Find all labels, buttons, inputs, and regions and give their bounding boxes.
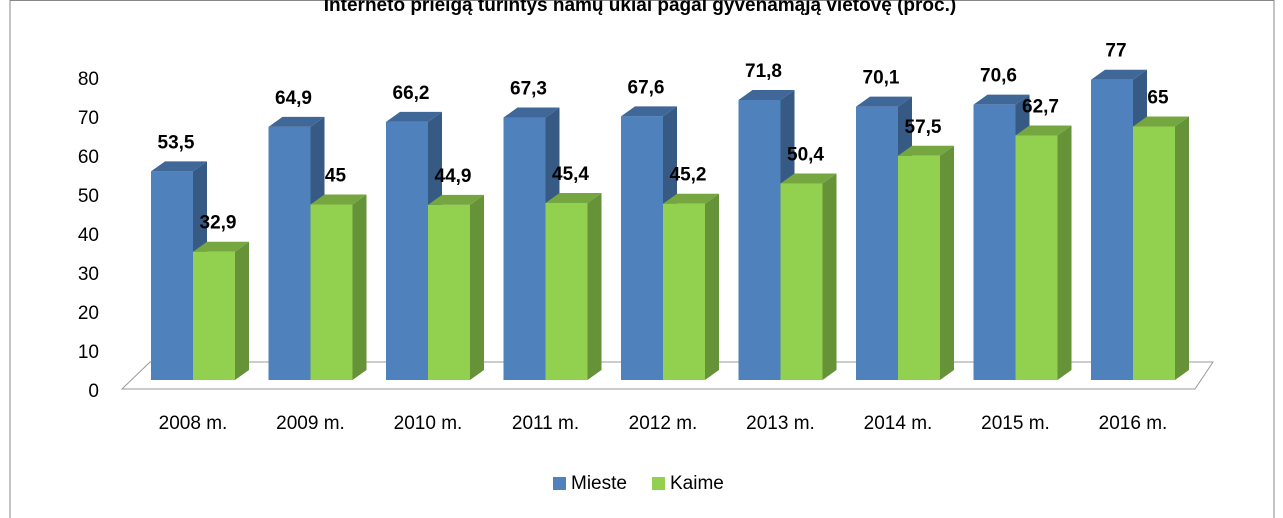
y-tick-label: 20 (78, 303, 99, 324)
bar-side (235, 241, 249, 380)
data-label: 67,6 (628, 77, 665, 98)
y-tick-label: 60 (78, 147, 99, 168)
bar-front (545, 202, 588, 380)
bar-front (621, 116, 663, 381)
x-tick-label: 2008 m. (159, 413, 228, 434)
y-tick-label: 70 (78, 108, 99, 129)
bar (428, 194, 484, 380)
bar-top (898, 145, 954, 156)
bar-front (780, 183, 823, 380)
bar-side (470, 194, 484, 380)
x-tick-label: 2010 m. (394, 413, 463, 434)
data-label: 66,2 (393, 83, 430, 104)
bar-front (151, 171, 193, 380)
bar-top (386, 111, 442, 122)
data-label: 45,2 (670, 165, 707, 186)
data-label: 45,4 (552, 164, 589, 185)
x-tick-label: 2013 m. (746, 413, 815, 434)
bar-side (1057, 125, 1072, 380)
data-label: 70,6 (980, 66, 1017, 87)
y-tick-label: 30 (78, 264, 99, 285)
bar (151, 161, 207, 380)
x-tick-label: 2015 m. (981, 413, 1050, 434)
bar-top (621, 106, 677, 117)
data-label: 65 (1147, 88, 1169, 109)
bar-side (1175, 116, 1189, 380)
data-label: 32,9 (200, 213, 237, 234)
bar-side (587, 192, 602, 380)
bar-top (310, 194, 367, 205)
data-label: 77 (1105, 41, 1126, 62)
bar (1015, 125, 1072, 380)
bar-side (352, 194, 367, 380)
bar (193, 241, 249, 380)
bar-front (193, 251, 235, 380)
bar-top (738, 89, 795, 100)
bar-side (822, 173, 837, 380)
bar-top (663, 193, 719, 204)
y-tick-label: 50 (78, 186, 99, 207)
bar (663, 193, 719, 380)
bar-front (663, 203, 705, 380)
x-tick-label: 2016 m. (1099, 413, 1168, 434)
data-label: 44,9 (435, 166, 472, 187)
bar-front (738, 99, 781, 380)
bar-top (268, 116, 325, 127)
bar-top (780, 173, 837, 184)
bar (310, 194, 367, 380)
bar-front (1133, 126, 1175, 380)
bar (1133, 116, 1189, 380)
bar-front (1015, 135, 1058, 380)
bar-side (705, 193, 719, 380)
bar-front (973, 104, 1016, 380)
bar-front (898, 155, 940, 380)
bar-top (973, 94, 1030, 105)
data-label: 57,5 (905, 117, 942, 138)
bar-top (545, 192, 602, 203)
bar-top (151, 161, 207, 172)
bar (898, 145, 954, 380)
data-label: 53,5 (158, 132, 195, 153)
bar-front (268, 126, 311, 380)
bar-front (503, 117, 546, 380)
bar-front (856, 106, 898, 381)
bar-top (1015, 125, 1072, 136)
x-tick-label: 2011 m. (512, 413, 579, 434)
y-tick-label: 0 (88, 381, 99, 402)
x-tick-label: 2009 m. (276, 413, 345, 434)
x-tick-label: 2014 m. (864, 413, 933, 434)
legend-label: Kaime (670, 473, 724, 494)
bar-top (1091, 69, 1147, 80)
bar-side (940, 145, 954, 380)
data-label: 70,1 (863, 68, 900, 89)
legend-swatch (652, 477, 665, 490)
y-tick-label: 80 (78, 69, 99, 90)
y-tick-label: 40 (78, 225, 99, 246)
bar-top (428, 194, 484, 205)
legend-label: Mieste (571, 473, 627, 494)
bar-front (310, 204, 353, 380)
data-label: 71,8 (745, 61, 782, 82)
bar-front (386, 121, 428, 380)
legend-swatch (553, 477, 566, 490)
bar (545, 192, 602, 380)
x-tick-label: 2012 m. (629, 413, 698, 434)
data-label: 50,4 (787, 144, 824, 165)
data-label: 64,9 (275, 88, 312, 109)
bar-top (1133, 116, 1189, 127)
bar-top (503, 107, 560, 118)
chart-title: Interneto prieigą turintys namų ūkiai pa… (324, 0, 956, 16)
bar-front (1091, 79, 1133, 380)
y-tick-label: 10 (78, 342, 99, 363)
data-label: 45 (325, 166, 347, 187)
bar-front (428, 204, 470, 380)
bar-top (856, 96, 912, 107)
data-label: 67,3 (510, 79, 547, 100)
bar (780, 173, 837, 380)
bar-top (193, 241, 249, 252)
data-label: 62,7 (1022, 96, 1059, 117)
